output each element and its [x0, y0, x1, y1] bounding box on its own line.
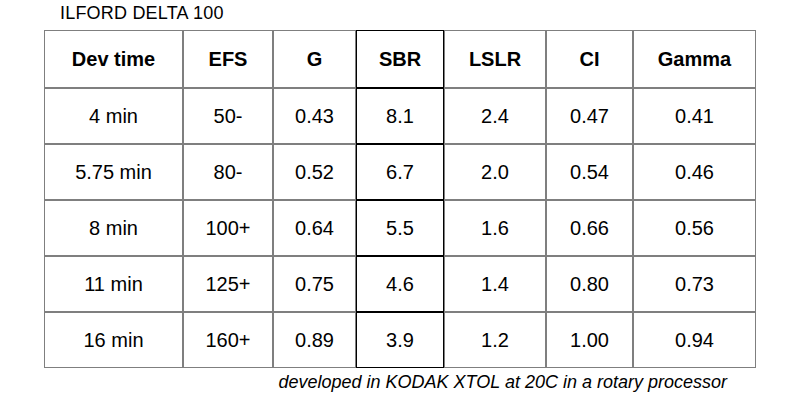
cell-lslr: 1.6: [444, 200, 546, 256]
cell-sbr: 3.9: [356, 312, 444, 368]
column-header-g: G: [273, 30, 356, 88]
page-title: ILFORD DELTA 100: [60, 3, 224, 24]
cell-lslr: 1.2: [444, 312, 546, 368]
cell-lslr: 1.4: [444, 256, 546, 312]
cell-lslr: 2.0: [444, 144, 546, 200]
table-row: 16 min 160+ 0.89 3.9 1.2 1.00 0.94: [44, 312, 756, 368]
cell-ci: 0.47: [546, 88, 633, 144]
table-row: 4 min 50- 0.43 8.1 2.4 0.47 0.41: [44, 88, 756, 144]
table-row: 8 min 100+ 0.64 5.5 1.6 0.66 0.56: [44, 200, 756, 256]
column-header-sbr: SBR: [356, 30, 444, 88]
column-header-gamma: Gamma: [633, 30, 756, 88]
cell-gamma: 0.73: [633, 256, 756, 312]
column-header-efs: EFS: [183, 30, 273, 88]
column-header-lslr: LSLR: [444, 30, 546, 88]
cell-gamma: 0.46: [633, 144, 756, 200]
table-row: 5.75 min 80- 0.52 6.7 2.0 0.54 0.46: [44, 144, 756, 200]
cell-dev-time: 5.75 min: [44, 144, 183, 200]
cell-lslr: 2.4: [444, 88, 546, 144]
cell-g: 0.52: [273, 144, 356, 200]
column-header-ci: CI: [546, 30, 633, 88]
cell-ci: 0.66: [546, 200, 633, 256]
cell-sbr: 6.7: [356, 144, 444, 200]
cell-ci: 0.80: [546, 256, 633, 312]
cell-efs: 125+: [183, 256, 273, 312]
cell-ci: 1.00: [546, 312, 633, 368]
header-row: Dev time EFS G SBR LSLR CI Gamma: [44, 30, 756, 88]
cell-gamma: 0.94: [633, 312, 756, 368]
cell-efs: 80-: [183, 144, 273, 200]
cell-sbr: 8.1: [356, 88, 444, 144]
column-header-dev-time: Dev time: [44, 30, 183, 88]
cell-g: 0.89: [273, 312, 356, 368]
cell-gamma: 0.56: [633, 200, 756, 256]
cell-efs: 160+: [183, 312, 273, 368]
table-row: 11 min 125+ 0.75 4.6 1.4 0.80 0.73: [44, 256, 756, 312]
cell-sbr: 5.5: [356, 200, 444, 256]
cell-dev-time: 4 min: [44, 88, 183, 144]
footer-caption: developed in KODAK XTOL at 20C in a rota…: [278, 372, 727, 393]
cell-sbr: 4.6: [356, 256, 444, 312]
cell-g: 0.75: [273, 256, 356, 312]
cell-dev-time: 16 min: [44, 312, 183, 368]
cell-g: 0.64: [273, 200, 356, 256]
cell-g: 0.43: [273, 88, 356, 144]
cell-efs: 50-: [183, 88, 273, 144]
cell-dev-time: 8 min: [44, 200, 183, 256]
cell-efs: 100+: [183, 200, 273, 256]
cell-dev-time: 11 min: [44, 256, 183, 312]
cell-gamma: 0.41: [633, 88, 756, 144]
film-dev-data-table: Dev time EFS G SBR LSLR CI Gamma 4 min 5…: [44, 30, 756, 368]
cell-ci: 0.54: [546, 144, 633, 200]
